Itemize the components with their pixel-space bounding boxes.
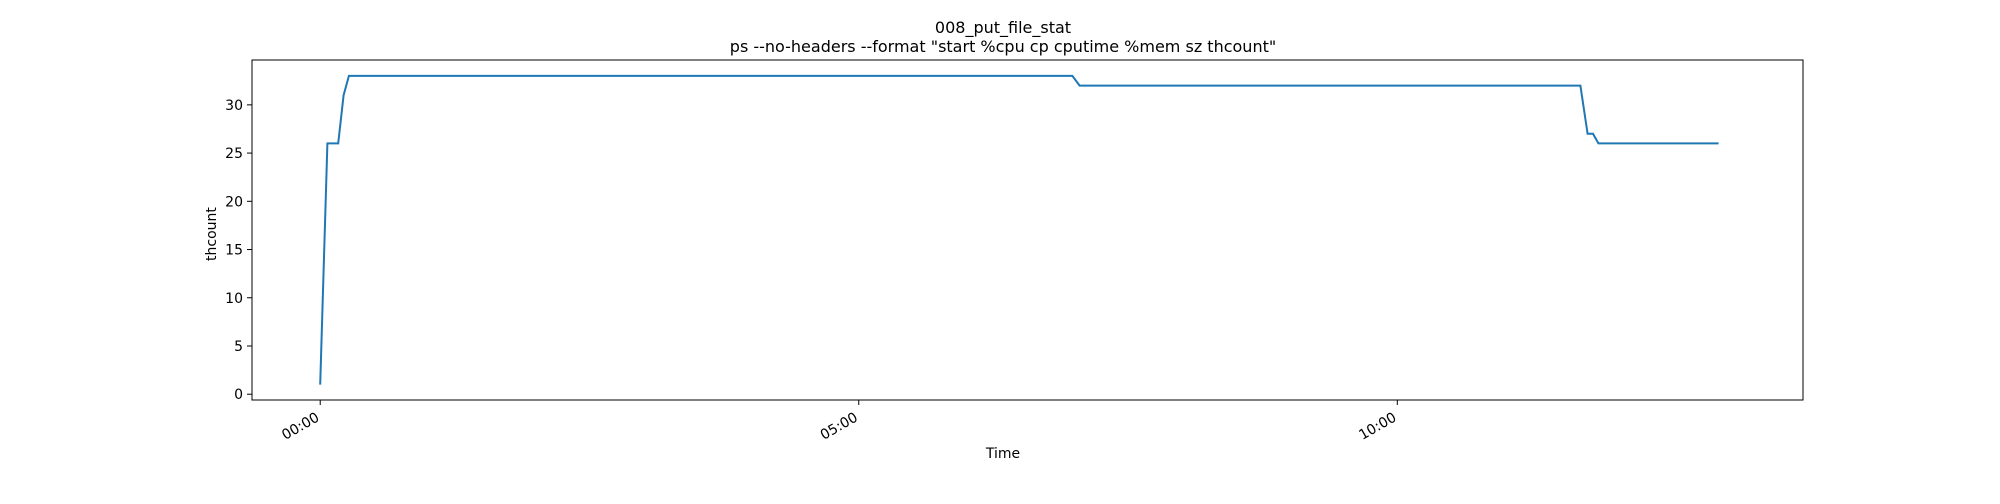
y-axis: 0 5 10 15 20 25 30 bbox=[225, 98, 252, 403]
y-tick-label: 5 bbox=[234, 339, 243, 355]
y-axis-label: thcount bbox=[204, 207, 220, 261]
y-tick-label: 25 bbox=[225, 146, 243, 162]
y-tick-label: 15 bbox=[225, 243, 243, 259]
series-line bbox=[319, 74, 1719, 385]
x-axis-label: Time bbox=[985, 446, 1020, 462]
chart-subtitle: ps --no-headers --format "start %cpu cp … bbox=[730, 37, 1276, 56]
plot-frame bbox=[251, 59, 1804, 401]
plot-area bbox=[251, 59, 1804, 401]
y-tick-label: 30 bbox=[225, 98, 243, 114]
y-tick-label: 10 bbox=[225, 291, 243, 307]
y-tick-label: 0 bbox=[234, 387, 243, 403]
chart-title: 008_put_file_stat bbox=[935, 18, 1071, 38]
y-tick-label: 20 bbox=[225, 194, 243, 210]
